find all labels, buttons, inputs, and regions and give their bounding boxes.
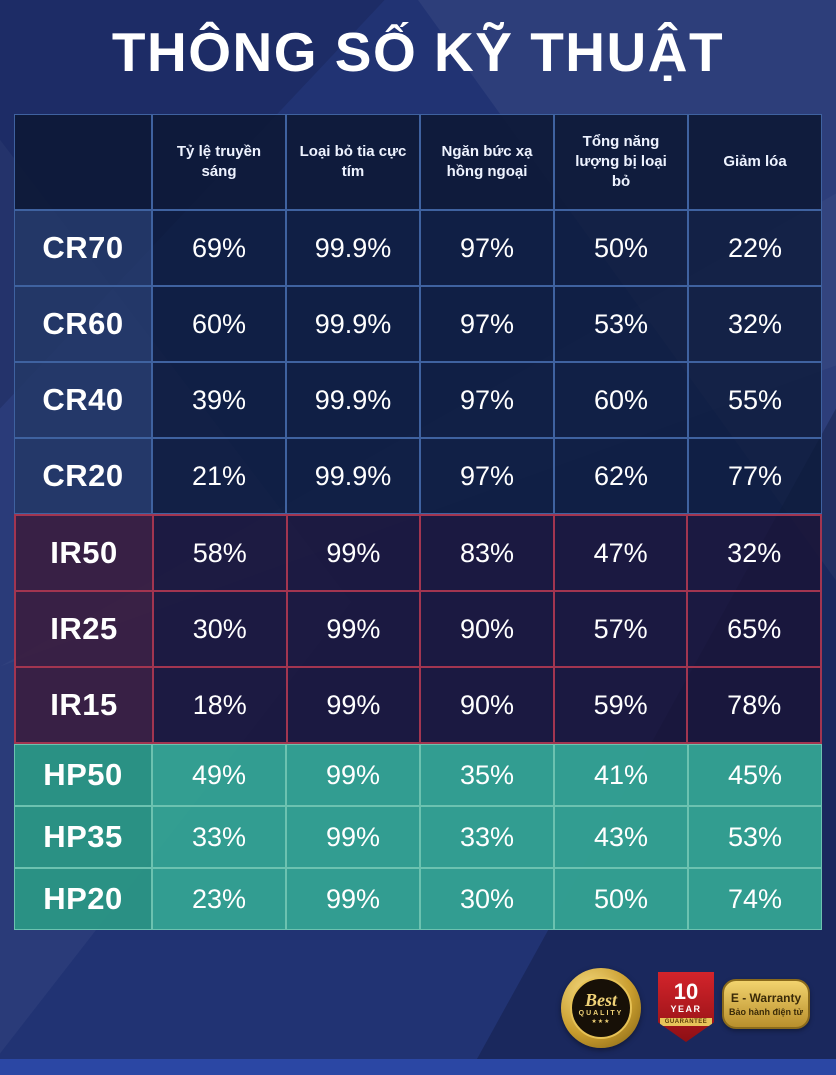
value-cell: 78% [687, 667, 821, 743]
value-cell: 83% [420, 515, 554, 591]
value-cell: 97% [420, 210, 554, 286]
value-cell: 39% [152, 362, 286, 438]
value-cell: 58% [153, 515, 287, 591]
value-cell: 62% [554, 438, 688, 514]
value-cell: 22% [688, 210, 822, 286]
value-cell: 55% [688, 362, 822, 438]
product-name-cell: IR50 [15, 515, 153, 591]
value-cell: 33% [420, 806, 554, 868]
value-cell: 43% [554, 806, 688, 868]
value-cell: 97% [420, 438, 554, 514]
value-cell: 99.9% [286, 438, 420, 514]
stars-icon: ★★★ [591, 1019, 611, 1025]
bottom-bar [0, 1059, 836, 1075]
value-cell: 97% [420, 286, 554, 362]
section-ir: IR50 58% 99% 83% 47% 32% IR25 30% 99% 90… [14, 514, 822, 744]
value-cell: 69% [152, 210, 286, 286]
value-cell: 99% [286, 515, 421, 591]
value-cell: 23% [152, 868, 286, 930]
table-row: CR40 39% 99.9% 97% 60% 55% [14, 362, 822, 438]
value-cell: 30% [420, 868, 554, 930]
best-quality-label: Best [584, 990, 617, 1010]
header-cell-product [14, 114, 152, 210]
header-cell-light-transmission: Tỷ lệ truyền sáng [152, 114, 286, 210]
value-cell: 99% [286, 591, 421, 667]
value-cell: 99% [286, 667, 421, 743]
header-cell-ir-rejection: Ngăn bức xạ hồng ngoại [420, 114, 554, 210]
product-name-cell: CR40 [14, 362, 152, 438]
table-row: CR70 69% 99.9% 97% 50% 22% [14, 210, 822, 286]
ten-year-number: 10 [673, 979, 699, 1004]
value-cell: 18% [153, 667, 287, 743]
value-cell: 41% [554, 744, 688, 806]
section-hp: HP50 49% 99% 35% 41% 45% HP35 33% 99% 33… [14, 744, 822, 930]
value-cell: 21% [152, 438, 286, 514]
table-row: CR20 21% 99.9% 97% 62% 77% [14, 438, 822, 514]
value-cell: 45% [688, 744, 822, 806]
value-cell: 30% [153, 591, 287, 667]
guarantee-banner: GUARANTEE [659, 1018, 713, 1026]
header-cell-glare-reduction: Giảm lóa [688, 114, 822, 210]
product-name-cell: HP35 [14, 806, 152, 868]
value-cell: 32% [687, 515, 821, 591]
value-cell: 99.9% [286, 362, 420, 438]
table-row: HP50 49% 99% 35% 41% 45% [14, 744, 822, 806]
badge-group: Best QUALITY ★★★ 10 YEAR GUARANTEE E - W… [0, 966, 836, 1050]
value-cell: 99% [286, 806, 420, 868]
header-cell-uv-rejection: Loại bỏ tia cực tím [286, 114, 420, 210]
e-warranty-label: E - Warranty [730, 991, 802, 1005]
value-cell: 65% [687, 591, 821, 667]
product-name-cell: CR70 [14, 210, 152, 286]
table-row: HP20 23% 99% 30% 50% 74% [14, 868, 822, 930]
value-cell: 90% [420, 667, 554, 743]
e-warranty-sublabel: Bảo hành điện tử [728, 1007, 804, 1017]
value-cell: 77% [688, 438, 822, 514]
value-cell: 90% [420, 591, 554, 667]
section-cr: CR70 69% 99.9% 97% 50% 22% CR60 60% 99.9… [14, 210, 822, 514]
product-name-cell: HP50 [14, 744, 152, 806]
ten-year-label: YEAR [670, 1004, 702, 1014]
value-cell: 99% [286, 868, 420, 930]
spec-table: Tỷ lệ truyền sáng Loại bỏ tia cực tím Ng… [14, 114, 822, 930]
value-cell: 99% [286, 744, 420, 806]
e-warranty-badge-icon: E - Warranty Bảo hành điện tử [722, 979, 810, 1029]
value-cell: 35% [420, 744, 554, 806]
value-cell: 74% [688, 868, 822, 930]
product-name-cell: CR60 [14, 286, 152, 362]
product-name-cell: CR20 [14, 438, 152, 514]
value-cell: 57% [553, 591, 688, 667]
table-row: IR15 18% 99% 90% 59% 78% [15, 667, 821, 743]
product-name-cell: IR25 [15, 591, 153, 667]
value-cell: 50% [554, 210, 688, 286]
value-cell: 60% [554, 362, 688, 438]
table-row: IR50 58% 99% 83% 47% 32% [15, 515, 821, 591]
table-row: CR60 60% 99.9% 97% 53% 32% [14, 286, 822, 362]
value-cell: 53% [688, 806, 822, 868]
header-cell-total-energy-rejected: Tổng năng lượng bị loại bỏ [554, 114, 688, 210]
value-cell: 47% [553, 515, 688, 591]
value-cell: 60% [152, 286, 286, 362]
table-row: IR25 30% 99% 90% 57% 65% [15, 591, 821, 667]
value-cell: 50% [554, 868, 688, 930]
product-name-cell: HP20 [14, 868, 152, 930]
table-row: HP35 33% 99% 33% 43% 53% [14, 806, 822, 868]
value-cell: 49% [152, 744, 286, 806]
table-header-row: Tỷ lệ truyền sáng Loại bỏ tia cực tím Ng… [14, 114, 822, 210]
value-cell: 59% [553, 667, 688, 743]
page-title: THÔNG SỐ KỸ THUẬT [111, 21, 725, 83]
value-cell: 53% [554, 286, 688, 362]
value-cell: 97% [420, 362, 554, 438]
ten-year-guarantee-badge-icon: 10 YEAR GUARANTEE [658, 972, 714, 1042]
best-quality-sublabel: QUALITY [578, 1010, 624, 1017]
product-name-cell: IR15 [15, 667, 153, 743]
value-cell: 99.9% [286, 210, 420, 286]
value-cell: 32% [688, 286, 822, 362]
best-quality-badge-center: Best QUALITY ★★★ [570, 977, 632, 1039]
best-quality-badge-icon: Best QUALITY ★★★ [561, 968, 641, 1048]
value-cell: 33% [152, 806, 286, 868]
value-cell: 99.9% [286, 286, 420, 362]
